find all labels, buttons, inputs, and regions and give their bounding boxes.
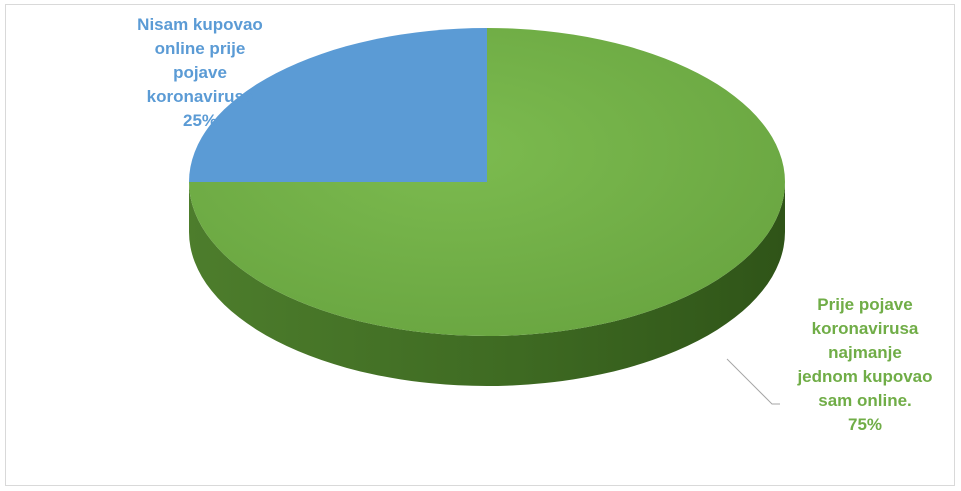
slice-label-not-purchased: Nisam kupovao online prije pojave korona… [137,15,263,130]
pie-side-wall [189,182,785,386]
leader-line-slice-1 [726,358,780,405]
pie-slice-0 [189,28,487,182]
pie-slice-1 [189,28,785,336]
slice-label-purchased: Prije pojave koronavirusa najmanje jedno… [797,295,933,434]
